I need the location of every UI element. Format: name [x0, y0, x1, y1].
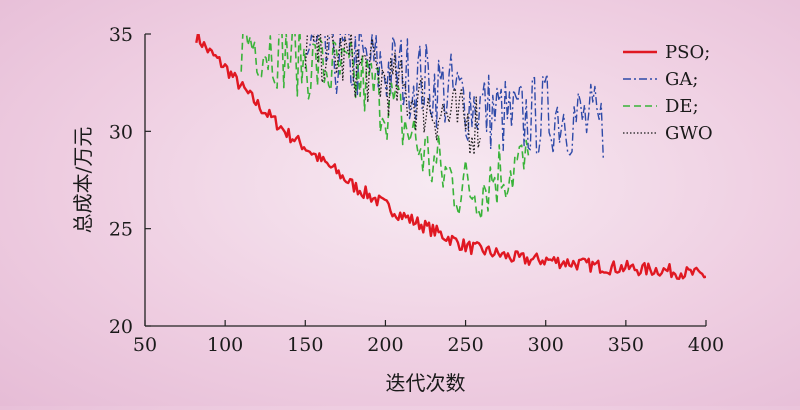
- y-tick-label: 30: [109, 121, 133, 143]
- y-tick-label: 35: [109, 24, 133, 46]
- series-line-1: [195, 34, 706, 280]
- x-tick-label: 300: [528, 334, 564, 356]
- x-tick-label: 200: [367, 334, 403, 356]
- series-line-3: [240, 34, 530, 220]
- y-tick-label: 25: [109, 219, 133, 241]
- x-axis-title: 迭代次数: [386, 371, 466, 395]
- x-tick-label: 100: [207, 334, 243, 356]
- legend-label: DE;: [665, 96, 699, 117]
- x-tick-label: 400: [688, 334, 724, 356]
- x-tick-label: 250: [447, 334, 483, 356]
- legend-label: GA;: [665, 69, 698, 90]
- legend-label: PSO;: [665, 42, 710, 63]
- axes: 50 100 150 200 250 300 350 400 20 25 30 35: [109, 24, 724, 356]
- x-tick-label: 350: [608, 334, 644, 356]
- series-layer: [195, 34, 706, 280]
- y-tick-label: 20: [109, 316, 133, 338]
- x-tick-label: 50: [133, 334, 157, 356]
- y-axis-title: 总成本/万元: [71, 127, 95, 234]
- legend: PSO; GA; DE; GWO: [623, 42, 713, 144]
- series-line-2: [305, 34, 604, 159]
- series-line-4: [304, 34, 481, 156]
- x-tick-label: 150: [287, 334, 323, 356]
- legend-label: GWO: [665, 123, 713, 144]
